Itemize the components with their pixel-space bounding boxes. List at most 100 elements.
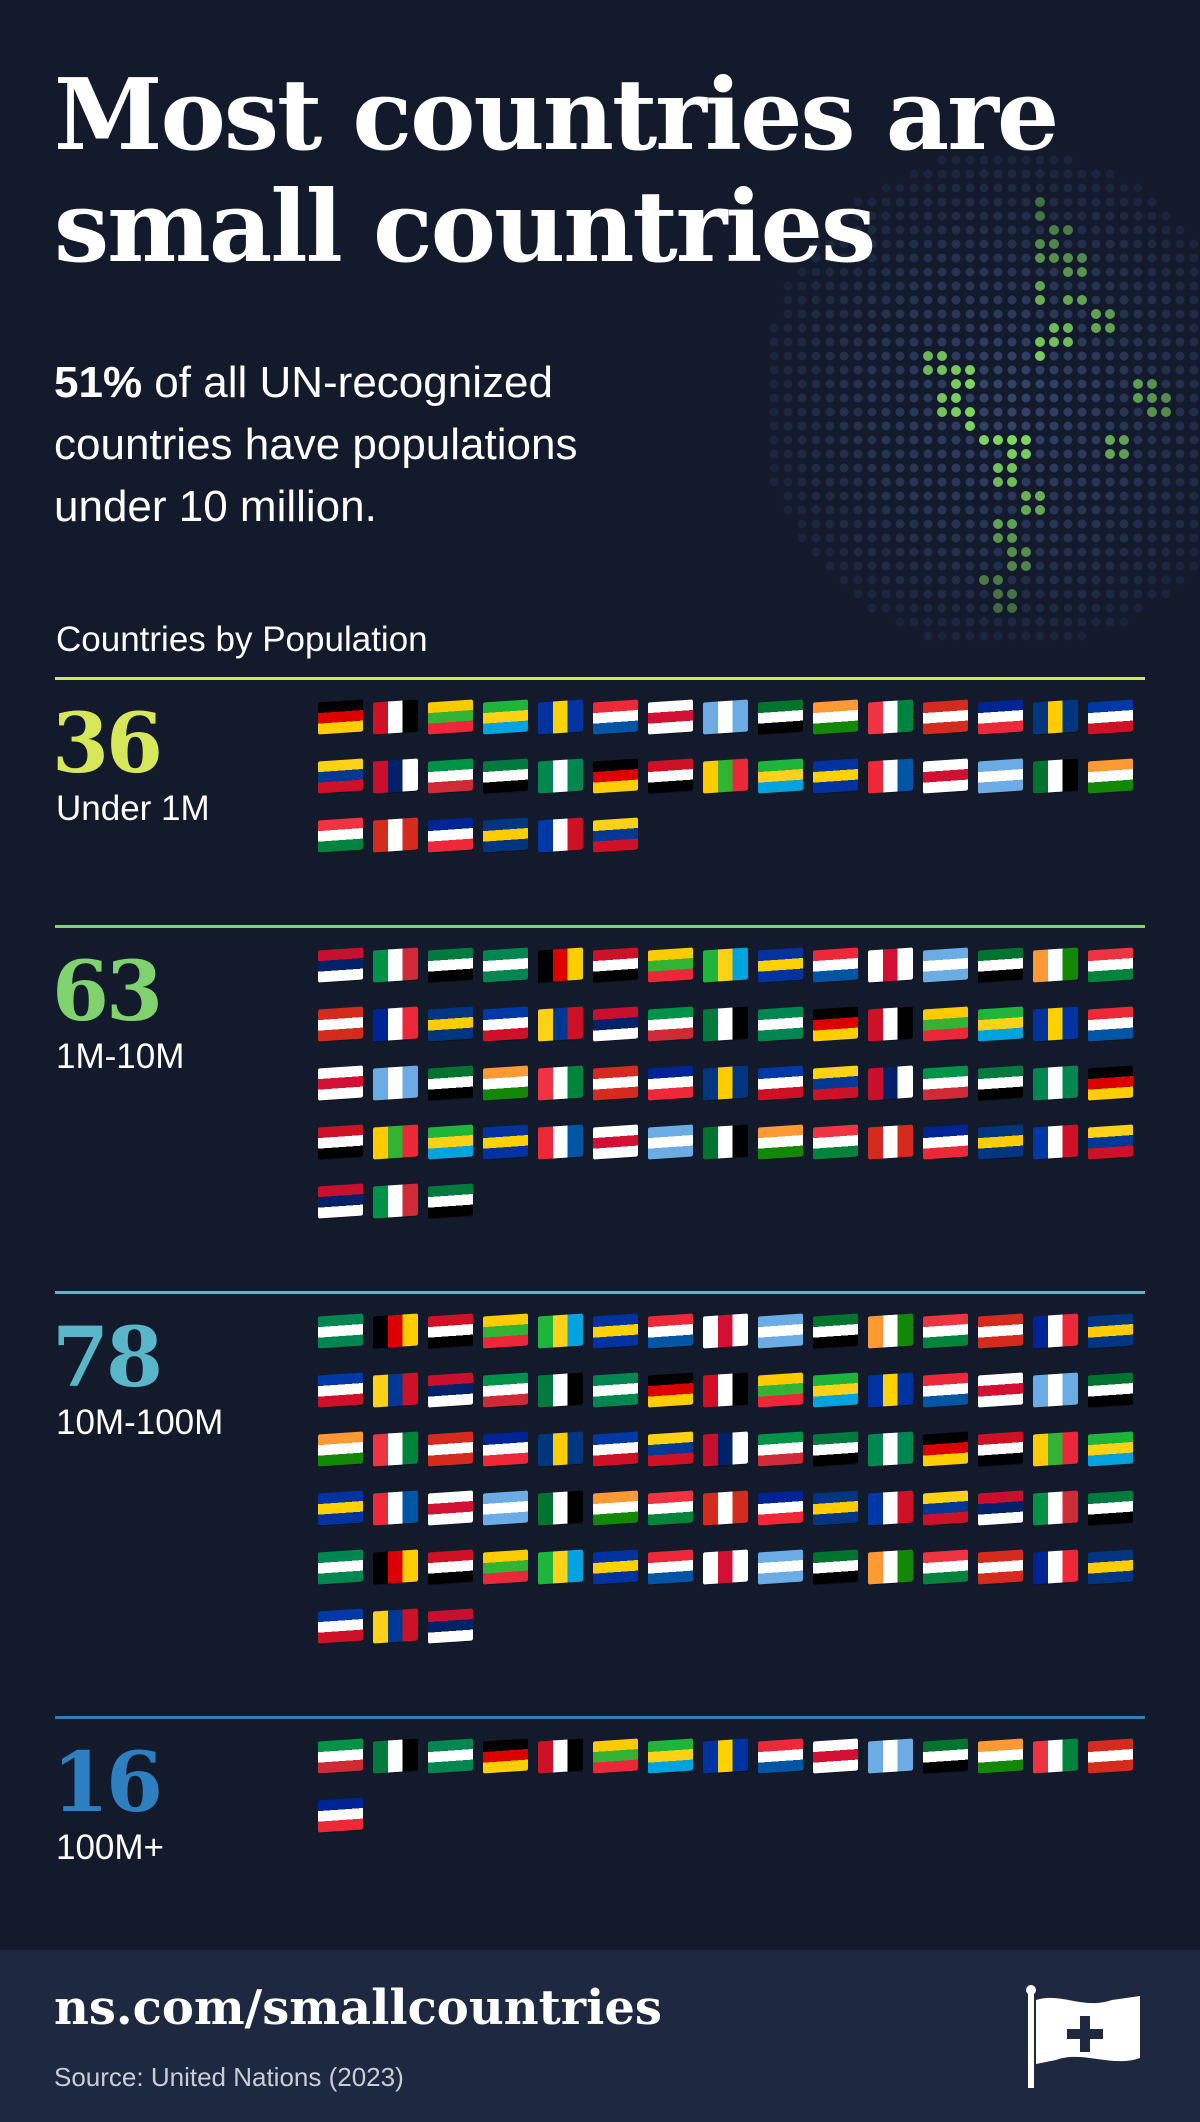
globe-dot	[769, 463, 779, 473]
country-flag-icon	[318, 699, 363, 735]
globe-dot	[825, 281, 835, 291]
globe-dot	[797, 323, 807, 333]
globe-dot	[783, 421, 793, 431]
globe-dot	[881, 603, 891, 613]
footer-url-link[interactable]: ns.com/smallcountries	[54, 1980, 662, 2036]
globe-dot	[993, 561, 1003, 571]
globe-dot	[1035, 561, 1045, 571]
globe-dot	[979, 631, 989, 641]
globe-dot	[853, 449, 863, 459]
globe-dot	[811, 267, 821, 277]
globe-dot	[797, 533, 807, 543]
country-flag-icon	[978, 1490, 1023, 1526]
globe-dot	[1119, 281, 1129, 291]
globe-dot	[1007, 407, 1017, 417]
globe-dot	[783, 323, 793, 333]
globe-land-dot	[1035, 239, 1045, 249]
globe-dot	[1105, 463, 1115, 473]
globe-land-dot	[965, 407, 975, 417]
globe-dot	[1049, 533, 1059, 543]
globe-dot	[979, 155, 989, 165]
globe-dot	[1105, 407, 1115, 417]
globe-dot	[993, 393, 1003, 403]
globe-dot	[881, 267, 891, 277]
globe-dot	[1161, 323, 1171, 333]
country-flag-icon	[923, 1431, 968, 1467]
globe-dot	[1077, 281, 1087, 291]
country-flag-icon	[648, 758, 693, 794]
globe-dot	[951, 491, 961, 501]
globe-dot	[1105, 477, 1115, 487]
globe-dot	[965, 449, 975, 459]
globe-dot	[881, 477, 891, 487]
country-flag-icon	[978, 1006, 1023, 1042]
globe-dot	[881, 575, 891, 585]
group-count: 16	[52, 1735, 163, 1831]
globe-dot	[993, 407, 1003, 417]
globe-dot	[1147, 589, 1157, 599]
globe-dot	[1161, 449, 1171, 459]
country-flag-icon	[1088, 1490, 1133, 1526]
globe-dot	[1091, 421, 1101, 431]
globe-dot	[1091, 449, 1101, 459]
globe-dot	[979, 491, 989, 501]
section-heading: Countries by Population	[56, 620, 428, 659]
globe-dot	[1133, 183, 1143, 193]
group-divider	[55, 1716, 1145, 1719]
globe-dot	[1049, 449, 1059, 459]
globe-dot	[1049, 505, 1059, 515]
globe-dot	[1063, 197, 1073, 207]
globe-dot	[1105, 547, 1115, 557]
globe-dot	[909, 309, 919, 319]
globe-dot	[1133, 505, 1143, 515]
globe-dot	[839, 533, 849, 543]
country-flag-icon	[373, 1065, 418, 1101]
globe-dot	[1077, 603, 1087, 613]
globe-dot	[923, 491, 933, 501]
globe-dot	[909, 211, 919, 221]
globe-dot	[1161, 547, 1171, 557]
globe-dot	[825, 533, 835, 543]
globe-dot	[1077, 617, 1087, 627]
globe-dot	[1105, 197, 1115, 207]
subtitle-line-2: countries have populations	[54, 420, 578, 469]
country-flag-icon	[648, 1549, 693, 1585]
globe-dot	[853, 337, 863, 347]
globe-dot	[923, 211, 933, 221]
globe-dot	[909, 379, 919, 389]
globe-dot	[1105, 505, 1115, 515]
globe-dot	[979, 337, 989, 347]
globe-dot	[1161, 267, 1171, 277]
globe-dot	[923, 239, 933, 249]
country-flag-icon	[868, 1372, 913, 1408]
country-flag-icon	[1033, 1124, 1078, 1160]
globe-dot	[965, 589, 975, 599]
globe-dot	[1161, 505, 1171, 515]
globe-dot	[951, 281, 961, 291]
globe-dot	[1021, 575, 1031, 585]
globe-dot	[811, 505, 821, 515]
country-flag-icon	[923, 1006, 968, 1042]
globe-dot	[881, 323, 891, 333]
globe-dot	[923, 337, 933, 347]
country-flag-icon	[923, 699, 968, 735]
globe-land-dot	[1035, 281, 1045, 291]
globe-dot	[1063, 379, 1073, 389]
globe-land-dot	[937, 393, 947, 403]
country-flag-icon	[373, 1313, 418, 1349]
globe-land-dot	[1049, 225, 1059, 235]
country-flag-icon	[373, 817, 418, 853]
globe-dot	[923, 435, 933, 445]
globe-dot	[923, 225, 933, 235]
globe-dot	[979, 519, 989, 529]
globe-dot	[1189, 295, 1199, 305]
globe-dot	[965, 617, 975, 627]
globe-dot	[951, 519, 961, 529]
globe-dot	[1049, 463, 1059, 473]
globe-dot	[909, 267, 919, 277]
globe-dot	[1077, 351, 1087, 361]
globe-dot	[951, 253, 961, 263]
country-flag-icon	[703, 1313, 748, 1349]
country-flag-icon	[868, 1313, 913, 1349]
globe-dot	[783, 351, 793, 361]
